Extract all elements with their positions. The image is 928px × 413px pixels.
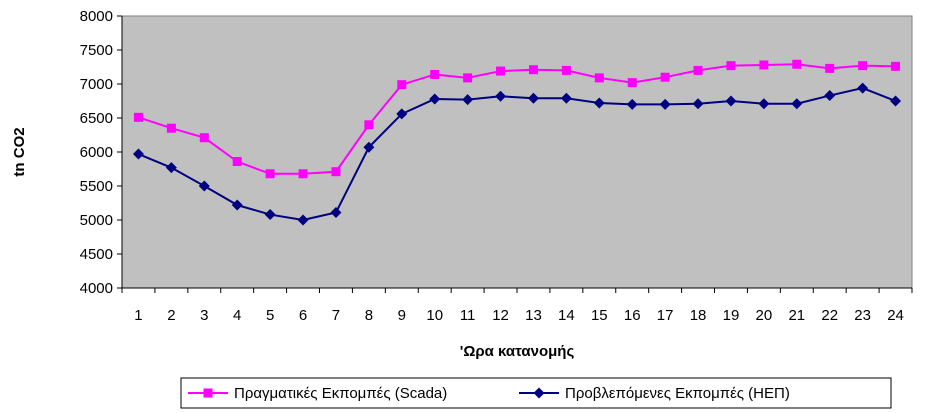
y-tick-label: 6000 (80, 144, 113, 161)
x-tick-label: 11 (460, 307, 476, 324)
x-tick-label: 1 (134, 307, 142, 324)
x-tick-label: 23 (854, 307, 871, 324)
series-2-point (692, 98, 704, 110)
series-1-point (726, 61, 736, 71)
series-1-point (232, 157, 242, 167)
y-tick-label: 7000 (80, 76, 113, 93)
series-2-point (396, 108, 408, 120)
x-tick-label: 9 (398, 307, 406, 324)
series-1-point (397, 80, 407, 90)
y-tick-label: 8000 (80, 8, 113, 25)
series-2-point (593, 97, 605, 109)
x-tick-label: 4 (233, 307, 241, 324)
series-layer (132, 59, 902, 226)
series-2 (132, 82, 902, 226)
series-2-point (560, 92, 572, 104)
series-2-point (264, 209, 276, 221)
x-tick-label: 2 (167, 307, 175, 324)
series-1-point (430, 69, 440, 79)
series-1 (133, 59, 901, 179)
series-2-point (725, 95, 737, 107)
series-2-point (429, 93, 441, 105)
y-axis: 4000 4500 5000 5500 6000 6500 7000 7500 8000 (80, 8, 123, 297)
series-1-point (627, 78, 637, 88)
y-tick-label: 6500 (80, 110, 113, 127)
x-tick-label: 18 (690, 307, 707, 324)
x-tick-label: 15 (591, 307, 608, 324)
series-1-point (463, 73, 473, 83)
series-1-point (331, 167, 341, 177)
series-1-point (891, 61, 901, 71)
series-2-point (857, 82, 869, 94)
series-1-point (166, 123, 176, 133)
plot-area (121, 15, 913, 289)
y-tick-label: 5500 (80, 178, 113, 195)
series-1-point (825, 63, 835, 73)
series-1-point (133, 112, 143, 122)
series-2-point (363, 141, 375, 153)
series-2-point (791, 98, 803, 110)
x-axis: 1 2 3 4 5 6 7 8 9 10 11 12 13 14 15 16 17 18 19 20 21 22 23 24 (121, 287, 913, 324)
legend: Πραγματικές Εκπομπές (Scada) Προβλεπόμενε… (180, 377, 892, 409)
y-tick-label: 4500 (80, 246, 113, 263)
x-tick-label: 17 (657, 307, 674, 324)
x-axis-title: 'Ωρα κατανομής (460, 343, 575, 360)
x-tick-label: 13 (525, 307, 542, 324)
y-tick-label: 5000 (80, 212, 113, 229)
x-tick-label: 24 (887, 307, 904, 324)
series-2-point (527, 92, 539, 104)
x-tick-label: 21 (788, 307, 805, 324)
legend-swatch-marker (533, 387, 545, 399)
series-2-point (824, 90, 836, 102)
legend-label: Προβλεπόμενες Εκπομπές (ΗΕΠ) (565, 385, 790, 402)
series-2-point (330, 207, 342, 219)
x-tick-label: 3 (200, 307, 208, 324)
series-2-point (297, 214, 309, 226)
series-2-point (462, 94, 474, 106)
x-tick-label: 20 (756, 307, 773, 324)
series-1-line (138, 63, 896, 175)
series-2-point (165, 162, 177, 174)
series-1-point (660, 72, 670, 82)
legend-label: Πραγματικές Εκπομπές (Scada) (234, 385, 447, 402)
series-2-point (495, 90, 507, 102)
series-1-point (528, 65, 538, 75)
y-tick-label: 4000 (80, 280, 113, 297)
series-1-point (693, 65, 703, 75)
x-tick-label: 22 (821, 307, 838, 324)
series-1-point (858, 61, 868, 71)
series-1-point (199, 133, 209, 143)
x-tick-label: 19 (723, 307, 740, 324)
legend-swatch-marker (203, 388, 213, 398)
x-tick-label: 7 (332, 307, 340, 324)
series-2-point (758, 98, 770, 110)
series-2-point (231, 199, 243, 211)
series-1-point (594, 73, 604, 83)
x-tick-label: 10 (426, 307, 443, 324)
series-2-point (890, 95, 902, 107)
series-1-point (759, 60, 769, 70)
series-1-point (496, 66, 506, 76)
series-1-point (298, 169, 308, 179)
series-2-point (659, 98, 671, 110)
series-1-point (792, 59, 802, 69)
x-tick-label: 14 (558, 307, 575, 324)
series-1-point (364, 120, 374, 130)
series-2-point (626, 98, 638, 110)
x-tick-label: 8 (365, 307, 373, 324)
x-tick-label: 16 (624, 307, 641, 324)
y-tick-label: 7500 (80, 42, 113, 59)
series-2-point (132, 148, 144, 160)
series-2-point (198, 180, 210, 192)
y-axis-title: tn CO2 (11, 127, 28, 176)
x-tick-label: 12 (492, 307, 509, 324)
series-1-point (561, 65, 571, 75)
x-tick-label: 5 (266, 307, 274, 324)
series-1-point (265, 169, 275, 179)
x-tick-label: 6 (299, 307, 307, 324)
